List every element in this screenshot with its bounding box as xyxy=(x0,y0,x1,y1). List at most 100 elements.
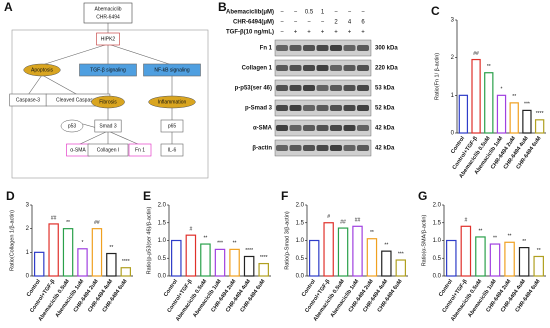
band xyxy=(330,85,342,91)
bar xyxy=(504,241,515,277)
bar xyxy=(484,72,494,134)
y-tick-label: 2 xyxy=(26,226,30,232)
band-name: β-actin xyxy=(252,146,272,152)
band xyxy=(316,65,329,71)
band-name: Collagen 1 xyxy=(242,66,273,72)
bar xyxy=(534,119,545,134)
band xyxy=(330,125,342,131)
significance: *** xyxy=(217,241,223,247)
arrow xyxy=(77,130,109,146)
node-label: TGF-β signaling xyxy=(90,67,126,73)
treatment-level: + xyxy=(334,30,338,36)
node-shape xyxy=(160,119,184,133)
y-tick-label: 2 xyxy=(451,55,455,61)
band xyxy=(289,45,302,51)
significance: ** xyxy=(493,235,497,241)
band-size: 220 kDa xyxy=(375,66,398,72)
bar xyxy=(91,228,103,277)
bar xyxy=(489,243,501,277)
band xyxy=(303,65,315,71)
bar xyxy=(106,252,117,277)
panel-label: A xyxy=(4,0,13,14)
significance: ** xyxy=(487,64,491,70)
bar xyxy=(308,239,320,277)
y-tick-label: 0 xyxy=(26,274,30,280)
significance: ** xyxy=(370,230,374,236)
band xyxy=(289,145,302,151)
significance: # xyxy=(464,218,467,224)
significance: ** xyxy=(508,234,512,240)
bar xyxy=(229,248,240,277)
y-tick-label: 1.0 xyxy=(158,238,167,244)
significance: ** xyxy=(537,248,541,254)
bar xyxy=(120,267,132,277)
y-tick-label: 0.5 xyxy=(296,256,305,262)
significance: ** xyxy=(478,228,482,234)
node-label: Apoptosis xyxy=(31,67,53,73)
band xyxy=(276,85,288,91)
bar xyxy=(366,238,378,277)
panel-label: G xyxy=(418,189,427,203)
band xyxy=(316,85,329,91)
panel-label: D xyxy=(6,189,15,203)
band xyxy=(357,45,369,51)
band xyxy=(357,145,369,151)
band xyxy=(289,125,302,131)
band xyxy=(330,45,342,51)
band xyxy=(276,145,288,151)
panel-label: F xyxy=(281,189,288,203)
band xyxy=(276,65,288,71)
y-tick-label: 1 xyxy=(26,250,30,256)
significance: ## xyxy=(355,218,361,224)
node-label: Cleaved Caspase-3 xyxy=(56,97,100,103)
node-shape xyxy=(87,143,129,157)
y-tick-label: 1.0 xyxy=(433,238,442,244)
treatment-level: − xyxy=(321,20,325,26)
bar xyxy=(337,227,349,277)
band-name: Fn 1 xyxy=(260,46,273,52)
y-tick-label: 0.5 xyxy=(158,256,167,262)
band xyxy=(316,105,329,111)
bar xyxy=(509,102,519,134)
significance: ** xyxy=(384,242,388,248)
y-axis-label: Ratio(Collagen 1/β-actin) xyxy=(9,210,15,271)
y-tick-label: 1.0 xyxy=(296,238,305,244)
treatment-level: + xyxy=(294,30,298,36)
arrow xyxy=(107,130,141,146)
band-size: 42 kDa xyxy=(375,126,395,132)
bar xyxy=(460,225,472,277)
bar xyxy=(48,223,59,277)
significance: **** xyxy=(536,111,544,117)
treatment-level: + xyxy=(348,30,352,36)
node-shape xyxy=(23,63,61,77)
band-name: p-Smad 3 xyxy=(245,106,273,112)
significance: * xyxy=(82,240,84,246)
node-label: Collagen I xyxy=(97,147,120,153)
band xyxy=(289,65,302,71)
significance: *** xyxy=(524,102,530,108)
significance: # xyxy=(189,227,192,233)
significance: ** xyxy=(109,245,113,251)
node-label: CHR-6494 xyxy=(96,14,120,20)
arrow xyxy=(41,74,79,96)
y-tick-label: 0.0 xyxy=(158,274,167,280)
y-tick-label: 0.0 xyxy=(433,274,442,280)
band xyxy=(316,125,329,131)
bar xyxy=(214,248,226,277)
significance: ** xyxy=(203,235,207,241)
significance: ## xyxy=(473,51,479,57)
treatment-label: Abemaciclib(μM) xyxy=(226,10,274,16)
bar xyxy=(518,247,530,277)
significance: *** xyxy=(398,251,404,257)
y-axis-label: Ratio(p-p53(ser 46)/β-actin) xyxy=(146,207,152,275)
y-tick-label: 2.0 xyxy=(158,203,167,209)
bar xyxy=(243,255,255,277)
bar xyxy=(323,222,334,277)
treatment-level: + xyxy=(307,30,311,36)
treatment-level: − xyxy=(280,20,284,26)
bar xyxy=(475,236,486,277)
treatment-level: − xyxy=(294,10,298,16)
band xyxy=(276,105,288,111)
bar xyxy=(522,109,532,134)
arrow xyxy=(41,43,109,66)
